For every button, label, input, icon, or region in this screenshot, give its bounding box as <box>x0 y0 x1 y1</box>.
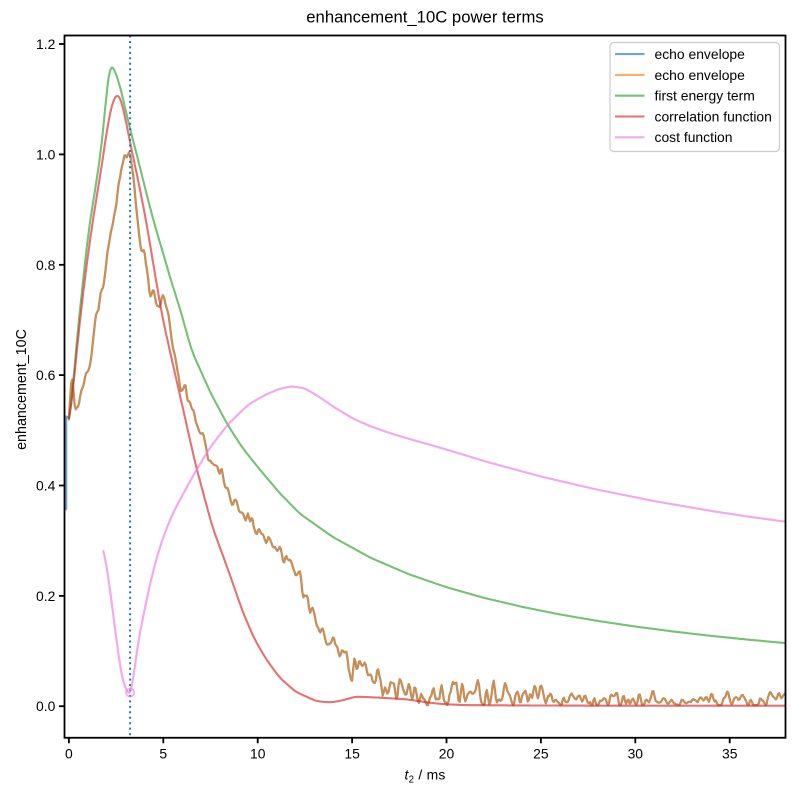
svg-text:0.2: 0.2 <box>36 588 56 604</box>
svg-text:enhancement_10C power terms: enhancement_10C power terms <box>306 8 543 27</box>
svg-text:5: 5 <box>159 745 167 761</box>
svg-text:first energy term: first energy term <box>655 88 755 104</box>
svg-text:1.2: 1.2 <box>36 36 56 52</box>
svg-text:0.0: 0.0 <box>36 698 56 714</box>
svg-text:25: 25 <box>533 745 549 761</box>
svg-text:35: 35 <box>722 745 738 761</box>
svg-text:echo envelope: echo envelope <box>655 46 746 62</box>
svg-text:1.0: 1.0 <box>36 146 56 162</box>
svg-text:t2 / ms: t2 / ms <box>405 767 446 786</box>
svg-text:20: 20 <box>439 745 455 761</box>
svg-text:0.4: 0.4 <box>36 478 56 494</box>
svg-text:0.8: 0.8 <box>36 257 56 273</box>
svg-text:cost function: cost function <box>655 129 733 145</box>
svg-text:0: 0 <box>65 745 73 761</box>
svg-text:correlation function: correlation function <box>655 108 772 124</box>
svg-text:15: 15 <box>344 745 360 761</box>
svg-text:10: 10 <box>250 745 266 761</box>
svg-text:echo envelope: echo envelope <box>655 67 746 83</box>
svg-text:0.6: 0.6 <box>36 367 56 383</box>
svg-text:enhancement_10C: enhancement_10C <box>14 329 30 450</box>
svg-text:30: 30 <box>628 745 644 761</box>
